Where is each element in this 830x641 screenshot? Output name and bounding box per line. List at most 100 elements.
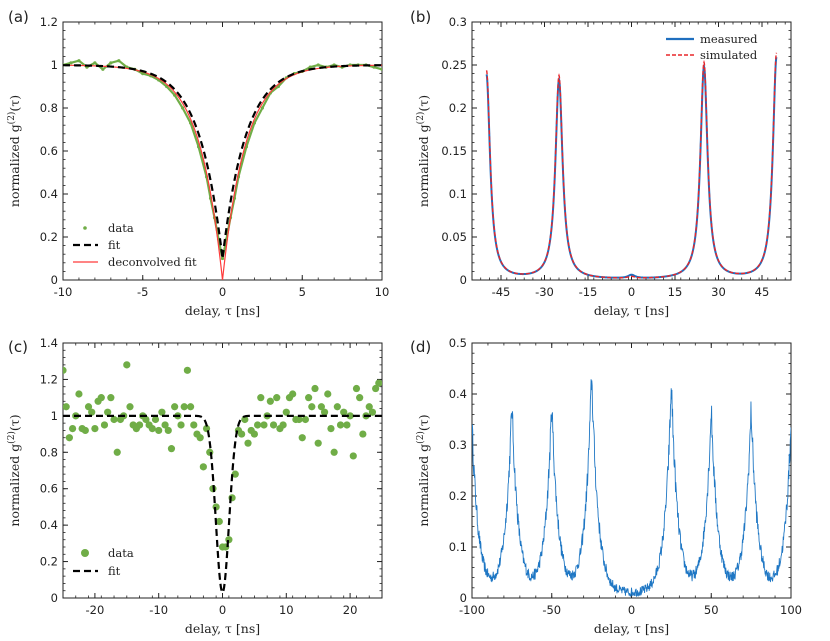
y-tick-label: 0 (460, 591, 467, 605)
x-tick-label: 5 (299, 285, 306, 299)
y-tick-label: 0.1 (449, 540, 467, 554)
data-point (365, 403, 373, 411)
data-point (250, 430, 258, 438)
data-point (91, 425, 99, 433)
data-point (244, 439, 252, 447)
data-point (336, 421, 345, 429)
data-point (97, 394, 105, 402)
y-tick-label: 0.2 (449, 489, 467, 503)
data-point (100, 421, 109, 429)
legend-marker-data (83, 226, 87, 230)
data-point (177, 421, 185, 429)
x-tick-label: 0 (628, 285, 635, 299)
legend-label-data: data (108, 221, 134, 235)
data-point (199, 463, 207, 471)
data-point (316, 63, 320, 67)
data-point (181, 106, 185, 110)
data-point (155, 426, 163, 435)
data-point (68, 425, 77, 433)
data-point (190, 421, 198, 429)
x-tick-label: 15 (668, 285, 683, 299)
data-point (63, 366, 67, 374)
data-point (295, 415, 303, 424)
data-point (109, 61, 113, 65)
plot-area (63, 361, 382, 595)
x-tick-label: 20 (343, 603, 358, 617)
data-point (173, 93, 177, 97)
data-point (215, 517, 223, 526)
data-point (301, 415, 310, 424)
y-axis-label: normalized g(2)(τ) (6, 95, 22, 207)
data-point (333, 403, 341, 411)
y-axis-label: normalized g(2)(τ) (415, 95, 431, 207)
panel-c: (c) -20 -10 0 10 20 0 0.2 0.4 0.6 0.8 1 1.2 1.4 delay,… (6, 336, 383, 636)
x-tick-label: 0 (219, 285, 226, 299)
data-point (65, 434, 73, 442)
data-point (349, 452, 357, 460)
plot-area (485, 52, 778, 279)
data-point (93, 61, 97, 65)
data-point (340, 408, 348, 416)
data-point (311, 384, 319, 393)
x-tick-label: 30 (711, 285, 726, 299)
data-point (167, 445, 176, 453)
y-axis-label: normalized g(2)(τ) (6, 414, 22, 526)
data-point (330, 448, 338, 456)
x-tick-label: 50 (704, 603, 719, 617)
y-tick-label: 0.3 (449, 438, 467, 452)
data-point (101, 67, 105, 71)
x-tick-label: -10 (54, 285, 73, 299)
x-tick-label: 0 (219, 603, 226, 617)
x-tick-label: 10 (375, 285, 390, 299)
data-point (380, 67, 382, 71)
data-point (372, 384, 380, 393)
measured-line (472, 379, 791, 597)
panel-label: (c) (8, 338, 28, 356)
panel-a: (a) -10 -5 0 5 10 0 0.2 0.4 0.6 0.8 1 1.2 delay, τ [n… (6, 8, 389, 318)
x-tick-label: -50 (542, 603, 561, 617)
y-tick-label: 0.2 (40, 555, 58, 569)
data-point (220, 256, 225, 261)
data-point (289, 390, 297, 398)
measured-line (485, 56, 778, 279)
data-point (183, 366, 192, 374)
data-point (158, 408, 166, 416)
data-point (231, 470, 239, 478)
y-tick-label: 1.2 (40, 15, 58, 29)
data-point (142, 415, 150, 424)
y-tick-label: 0 (51, 591, 58, 605)
data-point (320, 408, 329, 416)
data-point (352, 384, 361, 393)
data-point (123, 361, 131, 369)
y-tick-label: 1.4 (40, 336, 58, 350)
data-point (238, 430, 246, 438)
x-axis-label: delay, τ [ns] (594, 621, 669, 636)
legend-label-fit: fit (108, 238, 121, 252)
x-tick-label: -15 (579, 285, 598, 299)
x-axis-label: delay, τ [ns] (185, 303, 260, 318)
data-point (126, 403, 134, 411)
legend-label-data: data (108, 546, 134, 560)
data-point (317, 403, 325, 411)
legend-label-simulated: simulated (700, 48, 758, 62)
data-point (164, 426, 172, 435)
data-point (327, 425, 335, 433)
y-tick-label: 0.3 (449, 15, 467, 29)
y-tick-label: 0.4 (40, 518, 58, 532)
data-point (343, 421, 351, 429)
data-point (107, 394, 115, 402)
legend-label-deconvolved: deconvolved fit (108, 255, 197, 269)
data-point (298, 434, 306, 442)
data-point (282, 408, 290, 416)
data-point (206, 448, 214, 456)
y-tick-label: 1 (51, 58, 58, 72)
y-tick-label: 0.1 (449, 187, 467, 201)
data-point (257, 394, 265, 402)
legend-label-fit: fit (108, 564, 121, 578)
x-tick-label: -20 (86, 603, 105, 617)
data-point (148, 425, 156, 433)
data-point (171, 403, 179, 411)
x-tick-label: -100 (459, 603, 485, 617)
y-tick-label: 0.8 (40, 445, 58, 459)
data-point (346, 412, 354, 420)
